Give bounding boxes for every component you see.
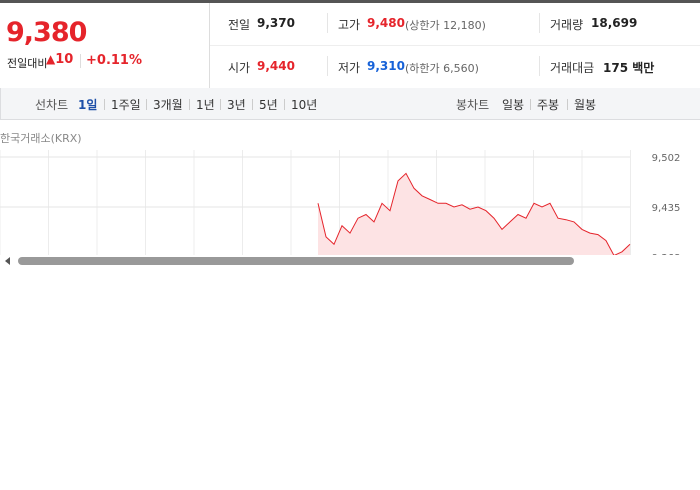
scroll-arrow[interactable] — [5, 257, 10, 265]
price-line — [317, 172, 631, 255]
scroll-thumb[interactable] — [18, 257, 574, 265]
plot: 9,502 9,435 9,368 — [0, 150, 681, 264]
divider — [539, 56, 540, 76]
y-tick-label: 9,368 — [652, 253, 681, 264]
divider — [539, 13, 540, 33]
separator — [146, 99, 147, 110]
stat-value: 9,310 — [367, 59, 405, 73]
row-divider — [210, 45, 700, 46]
change-rate: +0.11% — [86, 53, 142, 68]
separator — [567, 99, 568, 110]
separator — [252, 99, 253, 110]
toolbar-label: 선차트 — [35, 98, 69, 112]
separator — [530, 99, 531, 110]
stat-label: 저가 — [338, 61, 361, 75]
stat-label: 시가 — [228, 61, 251, 75]
period-button[interactable]: 10년 — [291, 98, 318, 112]
stat-value: 18,699 — [591, 16, 638, 30]
source: 한국거래소(KRX) — [0, 132, 82, 145]
period-button[interactable]: 3개월 — [153, 98, 183, 112]
divider — [327, 13, 328, 33]
change-label: 전일대비 — [7, 57, 48, 70]
top-border — [0, 0, 700, 3]
stat-value: 9,440 — [257, 59, 295, 73]
price: 9,380 — [6, 17, 87, 48]
stat-label: 고가 — [338, 18, 361, 32]
stat-label: 거래대금 — [550, 61, 595, 75]
stat-label: 전일 — [228, 18, 251, 32]
period-button[interactable]: 1주일 — [111, 98, 141, 112]
separator — [220, 99, 221, 110]
period-button[interactable]: 1년 — [196, 98, 215, 112]
change: ▲10 — [46, 52, 74, 67]
divider — [327, 56, 328, 76]
toolbar: 선차트 봉차트 1일 1주일 3개월 1년 3년 5년 10년 일봉 주봉 월봉 — [0, 88, 700, 120]
stat-value: 9,480 — [367, 16, 405, 30]
stat-value: 9,370 — [257, 16, 295, 30]
stat-extra: (상한가 12,180) — [405, 19, 486, 32]
y-tick-label: 9,502 — [652, 153, 681, 164]
period-button[interactable]: 1일 — [78, 98, 98, 112]
separator — [189, 99, 190, 110]
separator — [104, 99, 105, 110]
area — [318, 173, 630, 255]
period-button[interactable]: 주봉 — [537, 98, 560, 112]
separator — [284, 99, 285, 110]
period-button[interactable]: 5년 — [259, 98, 278, 112]
stats: 전일 9,370 고가 9,480 (상한가 12,180) 거래량 18,69… — [210, 3, 700, 89]
period-button[interactable]: 월봉 — [574, 98, 597, 112]
stat-label: 거래량 — [550, 18, 584, 32]
toolbar-label: 봉차트 — [456, 98, 490, 112]
divider — [80, 54, 81, 68]
stat-extra: (하한가 6,560) — [405, 62, 479, 75]
y-tick-label: 9,435 — [652, 203, 681, 214]
period-button[interactable]: 일봉 — [502, 98, 525, 112]
change-value: 10 — [55, 52, 74, 67]
price-box: 9,380 전일대비 ▲10 +0.11% — [0, 3, 210, 89]
period-button[interactable]: 3년 — [227, 98, 246, 112]
stat-value: 175 백만 — [603, 61, 655, 75]
